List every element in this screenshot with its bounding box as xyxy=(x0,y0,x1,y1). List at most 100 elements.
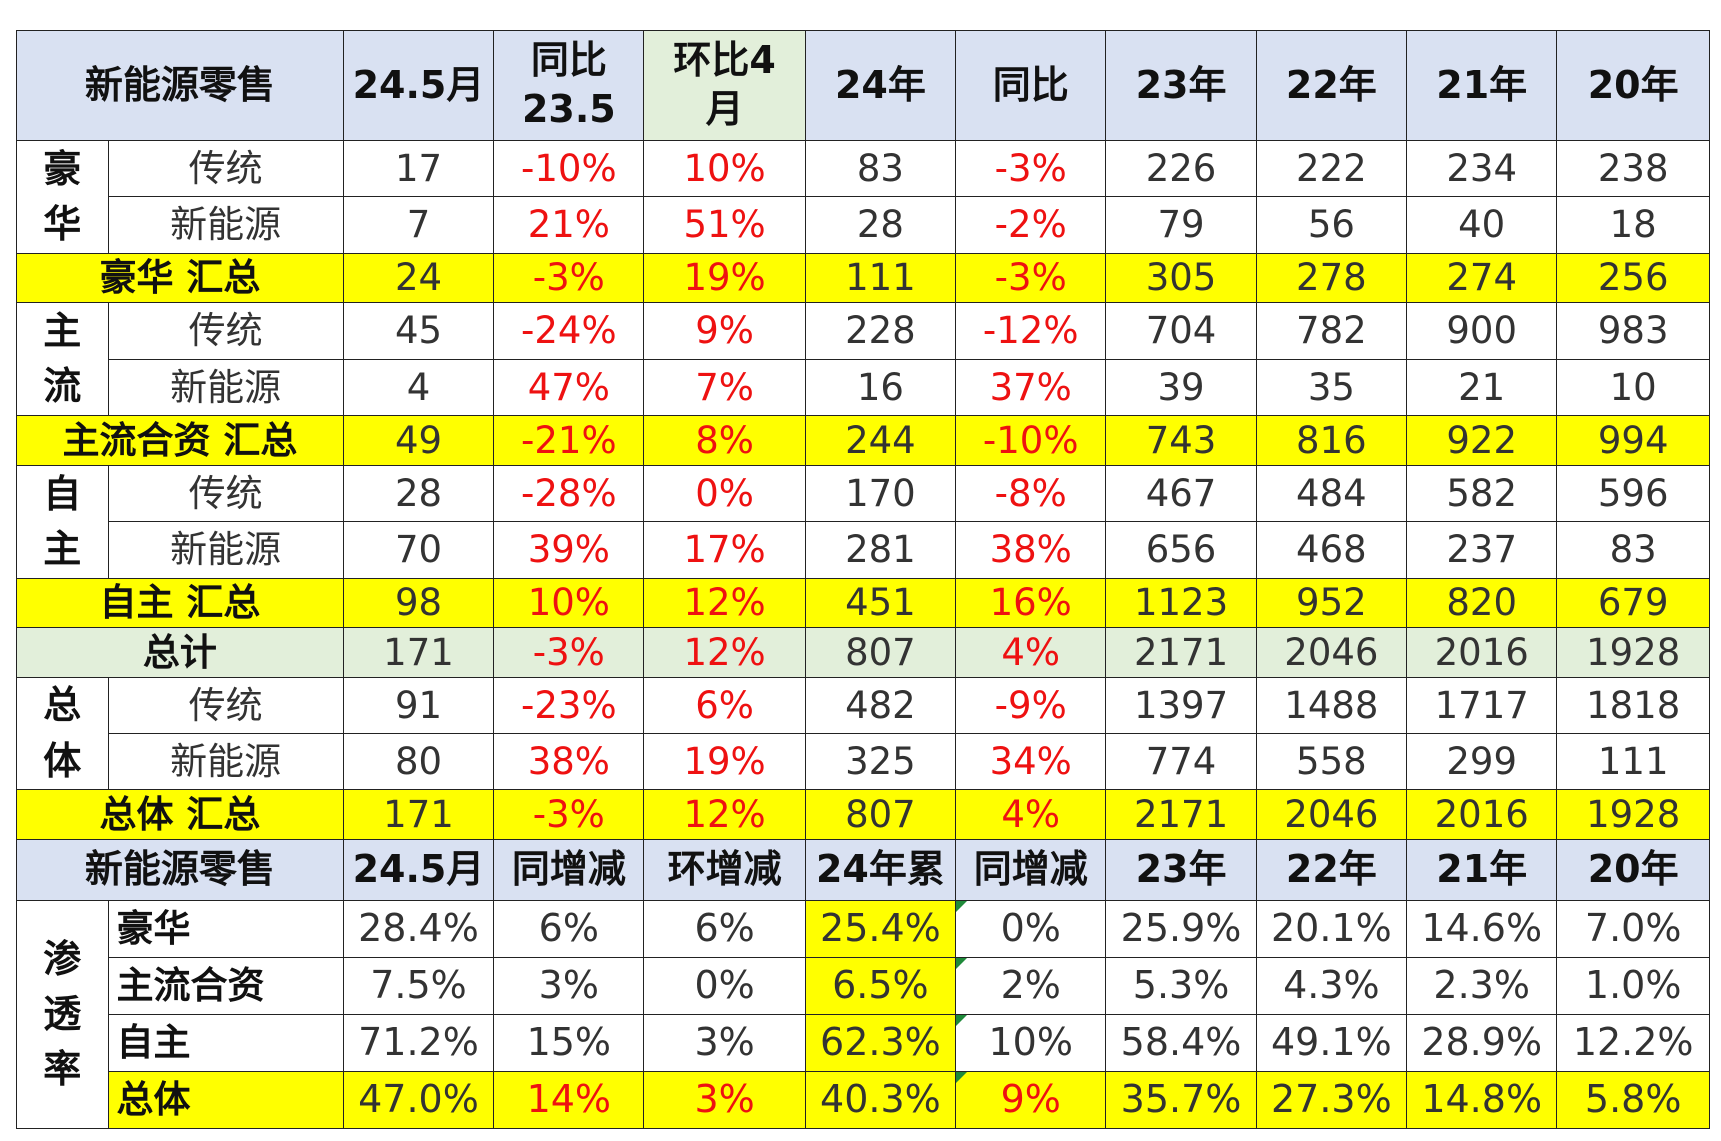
row-label: 新能源 xyxy=(107,196,344,254)
table-cell: 39 xyxy=(1105,358,1257,417)
subtotal-row: 主流合资 汇总 49 -21% 8% 244 -10% 743 816 922 994 xyxy=(16,415,1710,466)
table-cell: 952 xyxy=(1255,577,1408,629)
table-cell: 14% xyxy=(493,1070,645,1130)
table-cell: -9% xyxy=(955,676,1107,735)
table-cell: 7 xyxy=(342,196,495,254)
table-cell: 3% xyxy=(493,956,645,1015)
table-cell: 16 xyxy=(804,358,957,417)
table-row: 总体 47.0% 14% 3% 40.3% 9% 35.7% 27.3% 14.8% 5.8% xyxy=(17,1070,1710,1130)
column-header: 24年累 xyxy=(804,838,957,901)
table-cell: 12% xyxy=(643,789,806,840)
table-cell: 47.0% xyxy=(342,1070,495,1130)
subtotal-row: 自主 汇总 98 10% 12% 451 16% 1123 952 820 679 xyxy=(16,577,1710,629)
table-cell: 983 xyxy=(1556,302,1710,360)
table-cell: 2046 xyxy=(1255,627,1408,678)
grand-total-row: 总计 171 -3% 12% 807 4% 2171 2046 2016 1928 xyxy=(16,627,1710,678)
table-cell: 281 xyxy=(804,521,957,579)
table-cell: 238 xyxy=(1556,139,1710,198)
table-cell: -8% xyxy=(955,464,1107,523)
table-cell: 484 xyxy=(1255,464,1408,523)
table-cell: 596 xyxy=(1556,464,1710,523)
table-cell: 15% xyxy=(493,1013,645,1072)
table-cell: 40 xyxy=(1406,196,1558,254)
table-cell: 1397 xyxy=(1105,676,1257,735)
table-cell: 19% xyxy=(643,252,806,304)
column-header: 同比 23.5 xyxy=(493,30,645,141)
table-cell: 9% xyxy=(955,1070,1107,1130)
table-row: 自主 71.2% 15% 3% 62.3% 10% 58.4% 49.1% 28.9% 12.2% xyxy=(17,1013,1710,1072)
group-label: 豪华 xyxy=(16,139,109,254)
table-cell: 21% xyxy=(493,196,645,254)
subtotal-label: 主流合资 汇总 xyxy=(16,415,344,466)
row-label: 传统 xyxy=(107,302,344,360)
table-cell: 25.9% xyxy=(1105,899,1257,958)
table-cell: 782 xyxy=(1255,302,1408,360)
table-row: 主流传统 45 -24% 9% 228 -12% 704 782 900 983 xyxy=(16,302,1710,417)
table-cell: 12% xyxy=(643,627,806,678)
table-cell: 35.7% xyxy=(1105,1070,1257,1130)
table-cell: 1.0% xyxy=(1556,956,1710,1015)
table-cell: 6% xyxy=(643,899,806,958)
table-row: 豪华传统 17 -10% 10% 83 -3% 226 222 234 238 xyxy=(16,139,1710,254)
table-cell: 170 xyxy=(804,464,957,523)
row-label: 新能源 xyxy=(107,358,344,417)
table-cell: 5.3% xyxy=(1105,956,1257,1015)
table-cell: -3% xyxy=(493,789,645,840)
table-cell: -24% xyxy=(493,302,645,360)
table-cell: -3% xyxy=(955,139,1107,198)
column-header: 24.5月 xyxy=(342,838,495,901)
table-cell: 3% xyxy=(643,1070,806,1130)
header-row: 新能源零售 24.5月 同增减 环增减 24年累 同增减 23年 22年 21年 20年 xyxy=(16,838,1710,901)
table-cell: 4.3% xyxy=(1255,956,1408,1015)
table-cell: 305 xyxy=(1105,252,1257,304)
column-header: 环比4 月 xyxy=(643,30,806,141)
table-cell: 900 xyxy=(1406,302,1558,360)
table-cell: 807 xyxy=(804,627,957,678)
table-cell: 20.1% xyxy=(1255,899,1408,958)
table-cell: 7.0% xyxy=(1556,899,1710,958)
row-label: 新能源 xyxy=(107,521,344,579)
table-cell: 171 xyxy=(342,627,495,678)
subtotal-label: 总体 汇总 xyxy=(16,789,344,840)
table-cell: 2016 xyxy=(1406,789,1558,840)
column-header: 同增减 xyxy=(493,838,645,901)
table-row: 渗透率豪华 28.4% 6% 6% 25.4% 0% 25.9% 20.1% 14.6% 7.0% xyxy=(16,899,1710,1130)
table-cell: 2.3% xyxy=(1406,956,1558,1015)
table-cell: 226 xyxy=(1105,139,1257,198)
table-cell: 820 xyxy=(1406,577,1558,629)
column-header: 新能源零售 xyxy=(16,838,344,901)
table-cell: 4% xyxy=(955,789,1107,840)
table-cell: 111 xyxy=(804,252,957,304)
table-cell: 37% xyxy=(955,358,1107,417)
table-cell: 2046 xyxy=(1255,789,1408,840)
row-label: 豪华 xyxy=(107,899,344,958)
table-cell: 482 xyxy=(804,676,957,735)
column-header: 同增减 xyxy=(955,838,1107,901)
group-label: 渗透率 xyxy=(16,899,109,1130)
table-cell: 38% xyxy=(493,732,645,791)
column-header: 24.5月 xyxy=(342,30,495,141)
table-cell: 299 xyxy=(1406,732,1558,791)
table-cell: 79 xyxy=(1105,196,1257,254)
table-cell: 91 xyxy=(342,676,495,735)
subtotal-label: 豪华 汇总 xyxy=(16,252,344,304)
table-cell: 10% xyxy=(493,577,645,629)
table-cell: 1928 xyxy=(1556,789,1710,840)
table-row: 自主传统 28 -28% 0% 170 -8% 467 484 582 596 xyxy=(16,464,1710,579)
table-cell: 62.3% xyxy=(804,1013,957,1072)
table-cell: 8% xyxy=(643,415,806,466)
table-cell: 244 xyxy=(804,415,957,466)
table-cell: 994 xyxy=(1556,415,1710,466)
group-label: 总体 xyxy=(16,676,109,791)
table-cell: -10% xyxy=(955,415,1107,466)
row-label: 传统 xyxy=(107,676,344,735)
table-cell: 10% xyxy=(955,1013,1107,1072)
table-cell: 35 xyxy=(1255,358,1408,417)
table-cell: 558 xyxy=(1255,732,1408,791)
table-cell: 71.2% xyxy=(342,1013,495,1072)
table-cell: 7.5% xyxy=(342,956,495,1015)
subtotal-label: 自主 汇总 xyxy=(16,577,344,629)
table-cell: -3% xyxy=(493,252,645,304)
table-cell: 27.3% xyxy=(1255,1070,1408,1130)
table-cell: 21 xyxy=(1406,358,1558,417)
